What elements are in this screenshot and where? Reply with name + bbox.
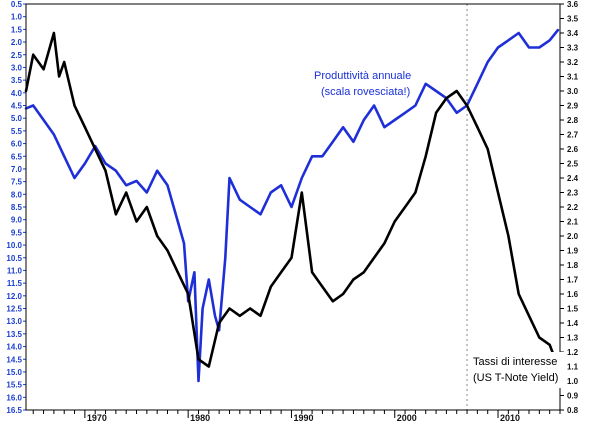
left-tick-label: 13.0: [6, 317, 22, 326]
right-tick-label: 1.4: [567, 319, 579, 328]
left-tick-label: 11.5: [7, 279, 23, 288]
right-tick-label: 2.4: [567, 174, 579, 183]
right-tick-label: 2.0: [567, 232, 579, 241]
left-tick-label: 14.5: [6, 355, 22, 364]
left-tick-label: 5.0: [11, 114, 23, 123]
rates-annotation-line2: (US T-Note Yield): [473, 372, 558, 384]
left-tick-label: 8.5: [11, 203, 23, 212]
right-tick-label: 3.0: [567, 87, 579, 96]
left-tick-label: 0.5: [11, 0, 23, 9]
x-tick-label: 2010: [500, 413, 520, 423]
left-tick-label: 12.5: [6, 305, 22, 314]
left-tick-label: 14.0: [6, 343, 22, 352]
right-tick-label: 3.5: [567, 15, 579, 24]
right-tick-label: 2.1: [567, 218, 579, 227]
right-tick-label: 0.8: [567, 406, 579, 415]
left-tick-label: 7.0: [11, 165, 23, 174]
right-tick-label: 1.0: [567, 377, 579, 386]
right-tick-label: 1.7: [567, 276, 579, 285]
left-tick-label: 2.0: [11, 38, 23, 47]
left-tick-label: 3.5: [11, 76, 23, 85]
rates-annotation-background: [470, 352, 566, 388]
right-tick-label: 2.5: [567, 160, 579, 169]
left-tick-label: 11.0: [7, 266, 23, 275]
rates-annotation-line1: Tassi di interesse: [473, 356, 557, 368]
left-tick-label: 6.0: [11, 140, 23, 149]
right-tick-label: 1.1: [567, 363, 579, 372]
left-tick-label: 5.5: [11, 127, 23, 136]
right-tick-label: 2.6: [567, 145, 579, 154]
plot-frame: [25, 3, 561, 411]
left-tick-label: 3.0: [11, 63, 23, 72]
right-tick-label: 2.3: [567, 189, 579, 198]
productivity-series-line: [24, 28, 560, 383]
right-tick-label: 3.1: [567, 73, 579, 82]
right-tick-label: 1.6: [567, 290, 579, 299]
right-tick-label: 2.7: [567, 131, 579, 140]
x-tick-label: 1990: [293, 413, 313, 423]
left-tick-label: 9.5: [11, 228, 23, 237]
right-tick-label: 2.8: [567, 116, 579, 125]
left-tick-label: 13.5: [6, 330, 22, 339]
left-tick-label: 1.5: [11, 25, 23, 34]
left-tick-label: 8.0: [11, 190, 23, 199]
left-tick-label: 16.5: [6, 406, 22, 415]
left-tick-label: 4.5: [11, 102, 23, 111]
left-tick-label: 7.5: [11, 178, 23, 187]
left-axis-ticks: 0.5 1.0 1.5 2.0 2.5 3.0 3.5 4.0 4.5 5.0 5.5 6.0 6.5 7…: [6, 0, 26, 415]
left-tick-label: 10.5: [6, 254, 22, 263]
right-tick-label: 1.8: [567, 261, 579, 270]
right-tick-label: 0.9: [567, 392, 579, 401]
productivity-annotation-line2: (scala rovesciata!): [321, 86, 410, 98]
x-tick-label: 1970: [87, 413, 107, 423]
right-tick-label: 2.2: [567, 203, 579, 212]
right-tick-label: 1.9: [567, 247, 579, 256]
productivity-annotation-line1: Produttività annuale: [314, 70, 411, 82]
left-tick-label: 4.0: [11, 89, 23, 98]
left-tick-label: 12.0: [6, 292, 22, 301]
left-tick-label: 15.0: [6, 368, 22, 377]
right-tick-label: 2.9: [567, 102, 579, 111]
left-tick-label: 9.0: [11, 216, 23, 225]
x-axis-ticks: 1970 1980 1990 2000 2010: [32, 410, 561, 423]
rates-series-line: [24, 31, 560, 368]
series-layer: [24, 28, 560, 383]
right-tick-label: 1.5: [567, 305, 579, 314]
x-tick-label: 2000: [397, 413, 417, 423]
left-tick-label: 2.5: [11, 51, 23, 60]
x-tick-label: 1980: [190, 413, 210, 423]
right-tick-label: 3.6: [567, 0, 579, 9]
left-tick-label: 6.5: [11, 152, 23, 161]
left-tick-label: 16.0: [6, 393, 22, 402]
left-tick-label: 1.0: [11, 13, 23, 22]
right-axis-ticks: 0.8 0.9 1.0 1.1 1.2 1.3 1.4 1.5 1.6 1.7 1.8 1.9 2.0 2…: [560, 0, 579, 415]
right-tick-label: 3.3: [567, 44, 579, 53]
right-tick-label: 1.3: [567, 334, 579, 343]
left-tick-label: 10.0: [6, 241, 22, 250]
right-tick-label: 3.2: [567, 58, 579, 67]
right-tick-label: 1.2: [567, 348, 579, 357]
left-tick-label: 15.5: [6, 381, 22, 390]
right-tick-label: 3.4: [567, 29, 579, 38]
